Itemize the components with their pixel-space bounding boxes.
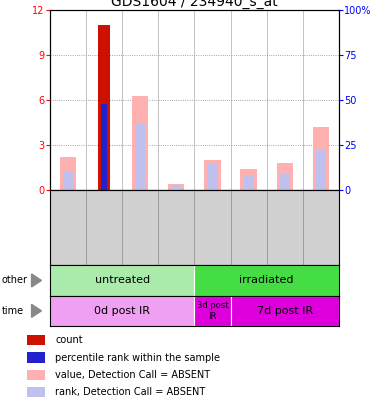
Bar xyxy=(241,169,257,190)
Text: time: time xyxy=(2,306,24,316)
Text: other: other xyxy=(2,275,28,286)
Bar xyxy=(316,150,326,190)
Bar xyxy=(194,296,231,326)
Bar xyxy=(60,157,76,190)
Text: percentile rank within the sample: percentile rank within the sample xyxy=(55,353,220,362)
Bar xyxy=(208,163,218,190)
Bar xyxy=(135,123,146,190)
Bar xyxy=(194,265,339,296)
Bar xyxy=(204,160,221,190)
Bar xyxy=(27,352,45,363)
Bar xyxy=(99,25,110,190)
Title: GDS1604 / 234940_s_at: GDS1604 / 234940_s_at xyxy=(111,0,278,9)
Text: count: count xyxy=(55,335,83,345)
Bar xyxy=(27,370,45,380)
Polygon shape xyxy=(32,274,42,287)
Text: untreated: untreated xyxy=(95,275,150,286)
Bar xyxy=(101,104,107,190)
Bar xyxy=(27,335,45,345)
Bar xyxy=(50,265,194,296)
Bar xyxy=(168,184,184,190)
Bar xyxy=(171,185,181,190)
Bar xyxy=(63,173,73,190)
Text: value, Detection Call = ABSENT: value, Detection Call = ABSENT xyxy=(55,370,210,380)
Bar xyxy=(280,174,290,190)
Bar xyxy=(243,175,254,190)
Polygon shape xyxy=(32,305,42,318)
Text: 7d post IR: 7d post IR xyxy=(256,306,313,316)
Text: irradiated: irradiated xyxy=(239,275,294,286)
Bar xyxy=(132,96,148,190)
Text: rank, Detection Call = ABSENT: rank, Detection Call = ABSENT xyxy=(55,387,205,397)
Bar xyxy=(50,296,194,326)
Bar xyxy=(313,127,329,190)
Text: 3d post
IR: 3d post IR xyxy=(197,301,228,320)
Text: 0d post IR: 0d post IR xyxy=(94,306,150,316)
Bar xyxy=(27,387,45,397)
Bar xyxy=(276,163,293,190)
Bar xyxy=(231,296,339,326)
